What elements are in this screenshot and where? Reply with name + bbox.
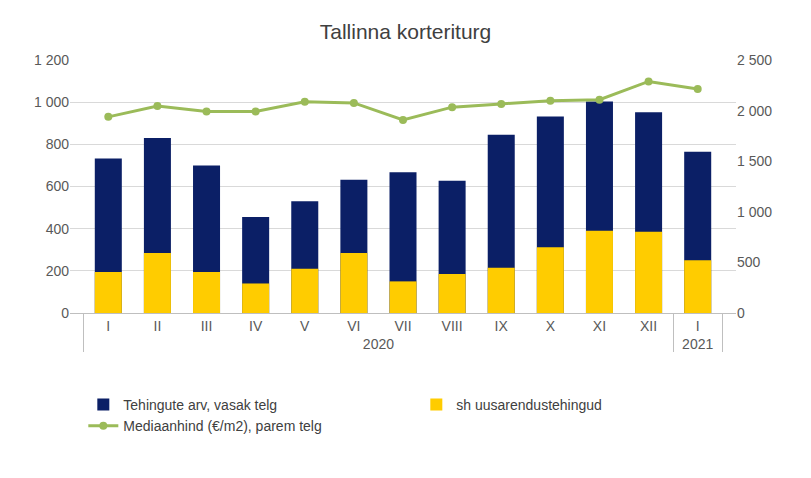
- svg-text:600: 600: [46, 178, 70, 194]
- svg-text:VIII: VIII: [442, 318, 463, 334]
- svg-text:400: 400: [46, 221, 70, 237]
- svg-text:V: V: [300, 318, 310, 334]
- svg-text:VI: VI: [347, 318, 360, 334]
- svg-text:1 000: 1 000: [34, 94, 69, 110]
- svg-text:2 500: 2 500: [737, 52, 772, 68]
- svg-text:1 500: 1 500: [737, 153, 772, 169]
- svg-text:200: 200: [46, 263, 70, 279]
- svg-text:500: 500: [737, 254, 761, 270]
- svg-text:800: 800: [46, 136, 70, 152]
- svg-text:I: I: [696, 318, 700, 334]
- svg-text:IX: IX: [495, 318, 509, 334]
- svg-text:2021: 2021: [682, 336, 713, 352]
- svg-text:sh uusarendustehingud: sh uusarendustehingud: [456, 397, 602, 413]
- svg-text:0: 0: [61, 305, 69, 321]
- svg-text:Tallinna korteriturg: Tallinna korteriturg: [320, 20, 492, 43]
- svg-text:XI: XI: [593, 318, 606, 334]
- svg-text:XII: XII: [640, 318, 657, 334]
- svg-text:Mediaanhind (€/m2), parem telg: Mediaanhind (€/m2), parem telg: [123, 418, 321, 434]
- svg-text:1 200: 1 200: [34, 52, 69, 68]
- svg-text:1 000: 1 000: [737, 204, 772, 220]
- svg-text:III: III: [201, 318, 213, 334]
- svg-text:2 000: 2 000: [737, 103, 772, 119]
- svg-text:VII: VII: [394, 318, 411, 334]
- svg-text:Tehingute arv, vasak telg: Tehingute arv, vasak telg: [123, 397, 277, 413]
- svg-text:0: 0: [737, 305, 745, 321]
- svg-text:II: II: [154, 318, 162, 334]
- svg-text:IV: IV: [249, 318, 263, 334]
- svg-text:X: X: [546, 318, 556, 334]
- svg-text:I: I: [106, 318, 110, 334]
- svg-text:2020: 2020: [363, 336, 394, 352]
